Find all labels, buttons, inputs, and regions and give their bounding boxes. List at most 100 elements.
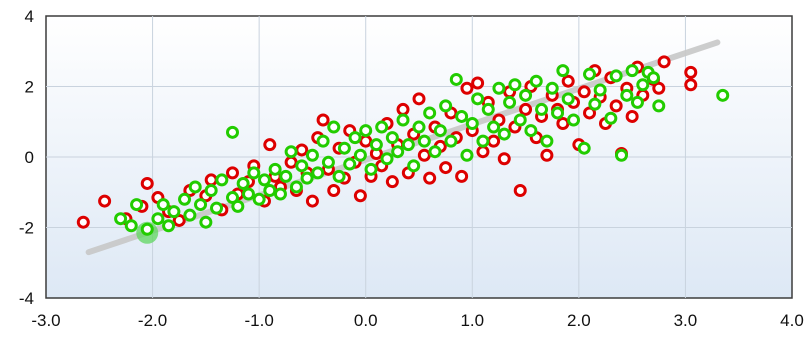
red-data-point [263,138,277,152]
green-data-point [316,134,330,148]
green-data-point [268,162,282,176]
x-tick-label: -1.0 [244,311,273,330]
green-data-point [428,145,442,159]
green-data-point [519,88,533,102]
green-data-point [167,205,181,219]
green-data-point [337,141,351,155]
red-data-point [455,169,469,183]
green-data-point [391,145,405,159]
x-tick-label: 4.0 [780,311,804,330]
green-data-point [529,74,543,88]
green-data-point [433,124,447,138]
green-data-point [226,191,239,205]
green-data-point [210,201,224,215]
green-data-point [284,145,298,159]
red-data-point [353,189,367,203]
green-data-point [583,67,597,81]
y-tick-label: -2 [19,219,34,238]
red-data-point [577,85,591,99]
green-data-point [492,81,506,95]
green-data-point [199,215,213,229]
green-data-point [567,113,581,127]
green-data-point [716,88,730,102]
green-data-point [311,166,325,180]
red-data-point [412,92,426,106]
green-data-point [476,134,490,148]
x-tick-label: 1.0 [460,311,484,330]
red-data-point [316,113,330,127]
green-data-point [321,155,335,169]
green-data-point [455,109,469,123]
green-data-point [652,99,666,113]
green-data-point [300,171,314,185]
green-data-point [407,159,421,173]
red-data-point [172,213,186,227]
red-data-point [284,155,298,169]
red-data-point [476,145,490,159]
red-data-point [556,117,570,131]
green-data-point [188,180,202,194]
red-data-point [305,194,319,208]
green-data-point [263,183,277,197]
y-tick-label: 0 [25,148,34,167]
green-data-point [423,106,437,120]
green-data-point [465,117,479,131]
green-data-point [545,81,559,95]
x-tick-label: -2.0 [138,311,167,330]
red-data-point [423,171,437,185]
green-data-point [343,157,357,171]
green-data-point [252,192,266,206]
green-data-point [162,219,176,233]
green-data-point [401,138,415,152]
green-data-point [231,199,245,213]
red-data-point [295,143,309,157]
green-data-point [396,113,410,127]
green-data-point [247,166,261,180]
red-data-point [327,183,341,197]
green-data-point [604,111,618,125]
green-data-point [369,138,383,152]
red-data-point [561,74,575,88]
green-data-point [236,176,250,190]
green-data-point [556,64,570,78]
green-data-point [593,83,607,97]
green-data-point [375,120,389,134]
green-data-point [588,97,602,111]
red-data-point [540,148,554,162]
red-data-point [652,81,666,95]
y-tick-label: 2 [25,78,34,97]
green-data-point [513,113,527,127]
red-data-point [460,81,474,95]
green-data-point [412,120,426,134]
red-data-point [98,194,112,208]
green-data-point [449,72,463,86]
green-data-point [273,187,287,201]
green-data-point [487,120,501,134]
green-data-point [471,92,485,106]
green-data-point [524,124,538,138]
red-data-point [396,102,410,116]
green-data-point [380,152,394,166]
green-data-point [279,169,293,183]
green-data-point [151,212,165,226]
red-data-point [513,183,527,197]
green-data-point [444,134,458,148]
red-data-point [497,152,511,166]
red-data-point [76,215,90,229]
x-tick-label: 0.0 [354,311,378,330]
red-data-point [519,102,533,116]
green-data-point [417,134,431,148]
y-tick-label: -4 [19,289,34,308]
green-data-point [508,78,522,92]
green-data-point [503,95,517,109]
green-data-point [178,192,192,206]
green-data-point [353,148,367,162]
red-data-point [471,76,485,90]
y-tick-label: 4 [25,7,34,26]
x-tick-label: -3.0 [31,311,60,330]
red-data-point [417,148,431,162]
data-points [76,55,730,244]
green-data-point [226,125,239,139]
green-data-point [561,92,575,106]
